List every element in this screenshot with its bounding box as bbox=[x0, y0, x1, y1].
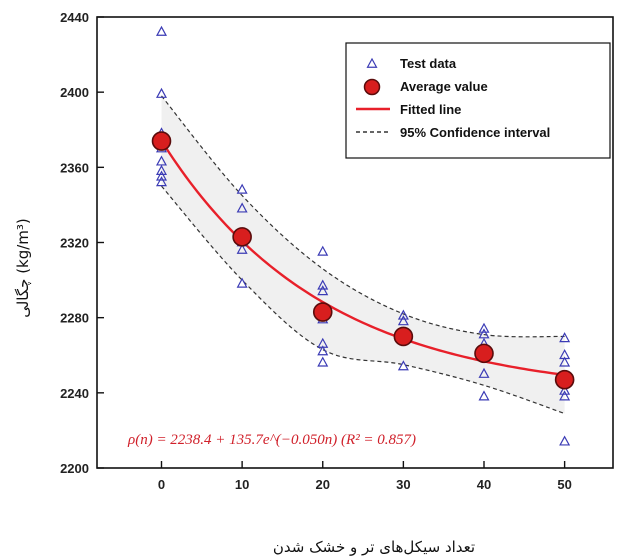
test-data-point bbox=[236, 183, 248, 194]
test-data-point bbox=[559, 356, 571, 367]
confidence-upper-line bbox=[161, 95, 565, 338]
test-data-point bbox=[317, 356, 329, 367]
test-data-point bbox=[317, 279, 329, 290]
test-data-point bbox=[317, 285, 329, 296]
confidence-band bbox=[161, 95, 565, 415]
test-data-point bbox=[155, 25, 168, 36]
test-data-layer bbox=[155, 25, 571, 446]
legend-label: Average value bbox=[400, 79, 488, 94]
x-axis-title: تعداد سیکل‌های تر و خشک شدن bbox=[273, 538, 475, 556]
legend-label: 95% Confidence interval bbox=[400, 125, 550, 140]
test-data-point bbox=[317, 245, 329, 256]
y-tick-label: 2400 bbox=[60, 85, 89, 100]
legend-circle-icon bbox=[363, 78, 381, 96]
test-data-point bbox=[397, 315, 409, 326]
confidence-lower-line bbox=[161, 185, 565, 415]
legend-label: Test data bbox=[400, 56, 457, 71]
test-data-point bbox=[236, 243, 248, 254]
legend: Test data Average value Fitted line 95% Con… bbox=[345, 42, 611, 159]
average-value-point bbox=[232, 227, 252, 247]
test-data-point bbox=[559, 435, 571, 446]
legend-box bbox=[345, 42, 611, 159]
test-data-point bbox=[155, 164, 168, 175]
test-data-point bbox=[155, 170, 168, 181]
y-axis-title: چگالی (kg/m³) bbox=[14, 218, 32, 318]
y-tick-label: 2440 bbox=[60, 10, 89, 25]
average-value-point bbox=[151, 131, 172, 151]
x-tick-label: 40 bbox=[477, 477, 491, 492]
test-data-point bbox=[155, 176, 168, 187]
axis-ticks: 0 10 20 30 40 50 2200 2240 2280 2320 2360 2400 2440 bbox=[60, 10, 572, 492]
test-data-point bbox=[478, 322, 490, 333]
test-data-point bbox=[559, 332, 571, 343]
test-data-point bbox=[236, 277, 248, 288]
test-data-point bbox=[155, 87, 168, 98]
test-data-point bbox=[559, 390, 571, 401]
test-data-point bbox=[559, 384, 571, 395]
fitted-line bbox=[160, 140, 565, 377]
y-tick-label: 2280 bbox=[60, 311, 89, 326]
test-data-point bbox=[478, 367, 490, 378]
y-tick-label: 2200 bbox=[60, 461, 89, 476]
legend-triangle-icon bbox=[366, 57, 378, 68]
average-value-layer bbox=[151, 131, 575, 390]
test-data-point bbox=[478, 390, 490, 401]
test-data-point bbox=[317, 345, 329, 356]
test-data-point bbox=[236, 202, 248, 213]
test-data-point bbox=[397, 360, 409, 371]
average-value-point bbox=[312, 302, 333, 322]
y-tick-label: 2240 bbox=[60, 386, 89, 401]
x-tick-label: 20 bbox=[316, 477, 330, 492]
fitted-line-layer bbox=[160, 140, 565, 377]
y-tick-label: 2360 bbox=[60, 160, 89, 175]
x-tick-label: 30 bbox=[396, 477, 410, 492]
x-tick-label: 10 bbox=[235, 477, 249, 492]
average-value-point bbox=[554, 369, 575, 390]
x-tick-label: 0 bbox=[158, 477, 165, 492]
confidence-band-fill bbox=[161, 95, 565, 414]
average-value-point bbox=[474, 343, 494, 364]
legend-label: Fitted line bbox=[400, 102, 461, 117]
x-tick-label: 50 bbox=[557, 477, 571, 492]
y-tick-label: 2320 bbox=[60, 236, 89, 251]
average-value-point bbox=[393, 326, 414, 347]
fit-equation: ρ(n) = 2238.4 + 135.7e^(−0.050n) (R² = 0… bbox=[127, 432, 416, 448]
test-data-point bbox=[397, 309, 409, 320]
